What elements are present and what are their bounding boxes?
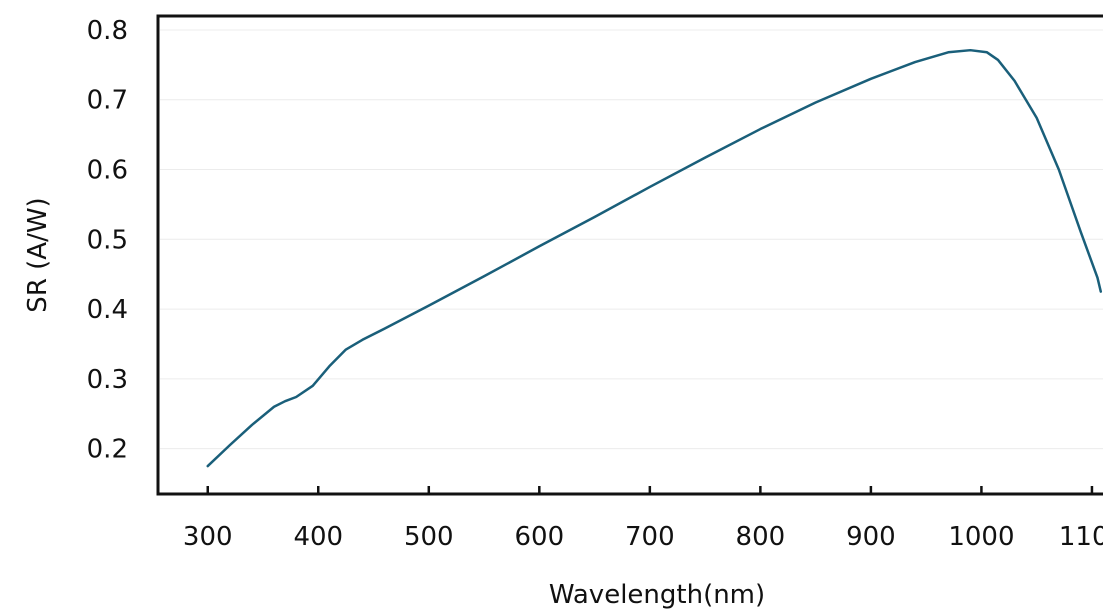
y-tick-label-2: 0.4 <box>87 295 128 325</box>
x-axis-title: Wavelength(nm) <box>549 580 765 610</box>
y-tick-label-4: 0.6 <box>87 156 128 186</box>
x-tick-label-3: 600 <box>514 522 564 552</box>
y-tick-label-5: 0.7 <box>87 86 128 116</box>
x-tick-label-4: 700 <box>625 522 675 552</box>
x-tick-label-2: 500 <box>404 522 454 552</box>
y-axis-title: SR (A/W) <box>23 197 53 312</box>
axes <box>157 16 1103 494</box>
grid-lines <box>160 30 1103 449</box>
series-layer <box>208 50 1101 466</box>
x-tick-label-7: 1000 <box>948 522 1014 552</box>
x-tick-label-0: 300 <box>183 522 233 552</box>
y-tick-label-3: 0.5 <box>87 225 128 255</box>
series-line-0 <box>208 50 1101 466</box>
y-tick-label-0: 0.2 <box>87 435 128 465</box>
x-tick-label-1: 400 <box>293 522 343 552</box>
x-tick-label-6: 900 <box>846 522 896 552</box>
x-tick-label-5: 800 <box>736 522 786 552</box>
y-tick-label-1: 0.3 <box>87 365 128 395</box>
y-tick-label-6: 0.8 <box>87 16 128 46</box>
